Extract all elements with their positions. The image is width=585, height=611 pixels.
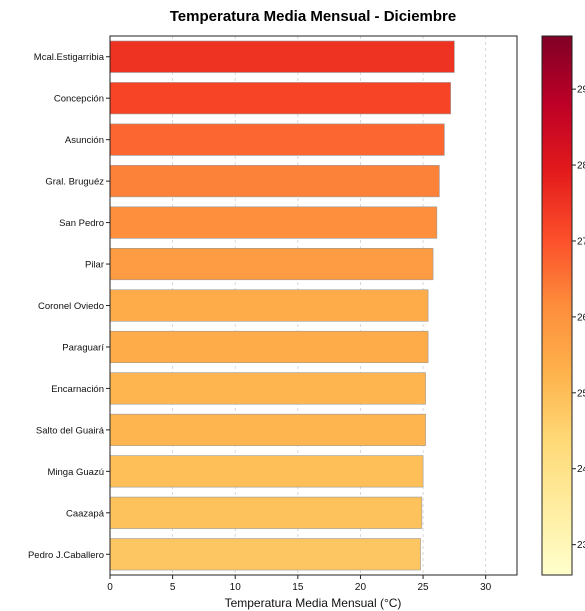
category-label-10: Minga Guazú <box>47 467 104 478</box>
category-labels: Mcal.Estigarribia Concepción Asunción Gral.… <box>28 52 110 561</box>
x-tick-label-6: 30 <box>480 582 492 593</box>
bar-6 <box>109 289 429 322</box>
colorbar <box>541 35 573 576</box>
colorbar-tick-label-5: 28 <box>577 161 585 172</box>
category-label-3: Gral. Bruguéz <box>45 177 104 188</box>
bar-11 <box>109 496 423 529</box>
bars <box>109 40 455 571</box>
bar-0 <box>109 40 455 73</box>
category-label-6: Coronel Oviedo <box>38 301 104 312</box>
bar-10 <box>109 455 424 488</box>
colorbar-tick-label-1: 24 <box>577 464 585 475</box>
bar-4 <box>109 206 438 239</box>
bar-9 <box>109 413 426 446</box>
bar-3 <box>109 165 440 198</box>
x-axis-label: Temperatura Media Mensual (°C) <box>225 596 402 610</box>
category-label-9: Salto del Guairá <box>36 425 105 436</box>
colorbar-tick-label-4: 27 <box>577 236 585 247</box>
category-label-11: Caazapá <box>66 508 105 519</box>
x-tick-label-0: 0 <box>107 582 113 593</box>
chart-title: Temperatura Media Mensual - Diciembre <box>170 8 456 25</box>
bar-7 <box>109 330 429 364</box>
colorbar-ticks: 23 24 25 26 27 28 29 <box>572 85 585 551</box>
x-tick-label-4: 20 <box>355 582 367 593</box>
bar-8 <box>109 372 426 405</box>
bar-12 <box>109 538 421 571</box>
plot-frame <box>109 35 518 576</box>
bar-2 <box>109 123 445 156</box>
category-label-12: Pedro J.Caballero <box>28 550 104 561</box>
colorbar-tick-label-0: 23 <box>577 540 585 551</box>
category-label-1: Concepción <box>54 94 104 105</box>
x-tick-label-1: 5 <box>170 582 176 593</box>
x-axis-ticks: 0 5 10 15 20 25 30 <box>107 575 492 593</box>
colorbar-tick-label-3: 26 <box>577 312 585 323</box>
bar-1 <box>109 82 451 115</box>
category-label-5: Pilar <box>85 260 104 271</box>
category-label-2: Asunción <box>65 135 104 146</box>
x-tick-label-5: 25 <box>418 582 430 593</box>
x-tick-label-3: 15 <box>292 582 304 593</box>
category-label-7: Paraguarí <box>62 342 104 353</box>
colorbar-tick-label-2: 25 <box>577 388 585 399</box>
category-label-8: Encarnación <box>51 384 104 395</box>
bar-5 <box>109 247 434 281</box>
colorbar-tick-label-6: 29 <box>577 85 585 96</box>
x-tick-label-2: 10 <box>230 582 242 593</box>
category-label-0: Mcal.Estigarribia <box>34 52 105 63</box>
category-label-4: San Pedro <box>59 218 104 229</box>
